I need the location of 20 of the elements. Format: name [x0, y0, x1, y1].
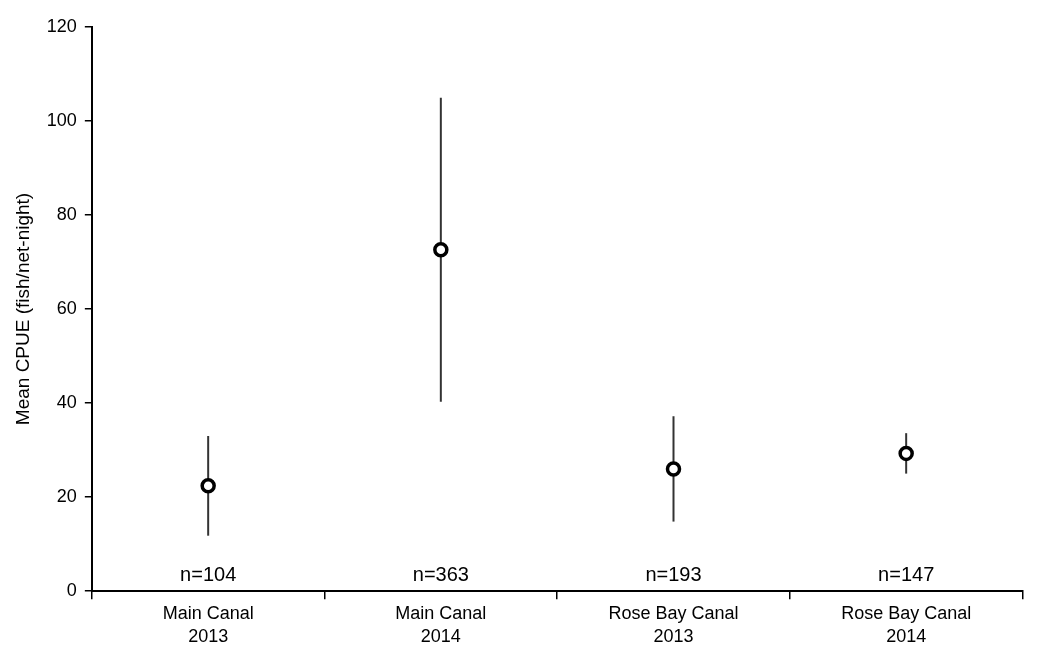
y-tick-label: 0 [66, 580, 77, 601]
y-tick-label: 20 [56, 486, 77, 507]
point [665, 461, 682, 477]
x-tick-label: Main Canal 2014 [395, 602, 487, 647]
x-tick-label: Rose Bay Canal 2014 [841, 602, 972, 647]
y-tick-label: 80 [56, 203, 77, 224]
y-tick-label: 40 [56, 392, 77, 413]
annotation: n=193 [645, 562, 702, 585]
point [898, 445, 914, 462]
annotation: n=363 [412, 562, 469, 585]
y-tick-label: 120 [46, 15, 77, 36]
y-tick-label: 100 [46, 109, 77, 130]
y-tick-label: 60 [56, 297, 77, 318]
x-tick-label: Main Canal 2013 [162, 602, 254, 647]
point [200, 478, 216, 494]
point [433, 241, 449, 258]
annotation: n=147 [878, 562, 935, 585]
x-tick-label: Rose Bay Canal 2013 [608, 602, 739, 647]
y-axis-title: Mean CPUE (fish/net-night) [11, 192, 33, 426]
annotation: n=104 [180, 562, 237, 585]
